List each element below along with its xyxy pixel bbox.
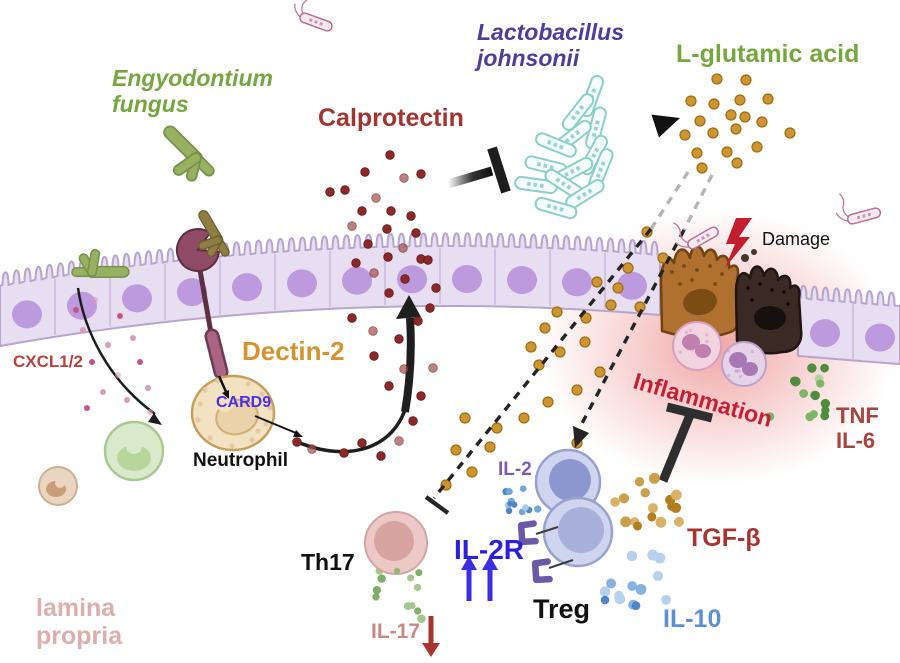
lightning-icon xyxy=(725,218,752,268)
